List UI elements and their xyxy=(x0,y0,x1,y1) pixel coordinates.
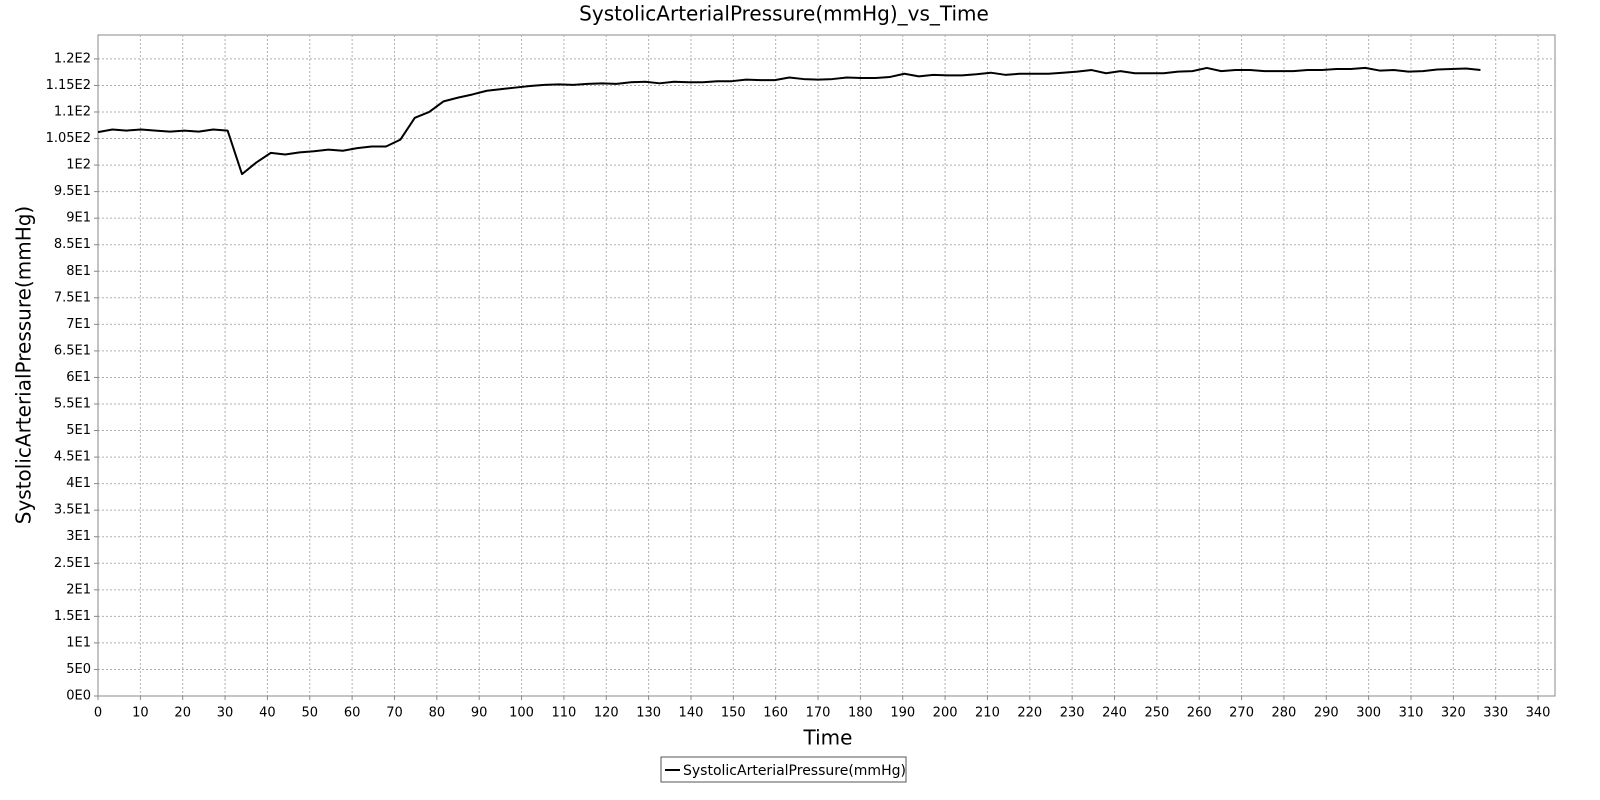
x-tick-label: 20 xyxy=(174,706,191,721)
y-tick-label: 1.05E2 xyxy=(46,131,91,146)
x-tick-label: 70 xyxy=(386,706,403,721)
x-tick-label: 320 xyxy=(1441,706,1466,721)
legend-box xyxy=(660,756,907,783)
y-tick-label: 6E1 xyxy=(66,370,91,385)
x-tick-label: 280 xyxy=(1272,706,1297,721)
y-tick-label: 2.5E1 xyxy=(54,556,91,571)
legend-label: SystolicArterialPressure(mmHg) xyxy=(683,763,906,779)
x-tick-label: 80 xyxy=(429,706,446,721)
chart-title: SystolicArterialPressure(mmHg)_vs_Time xyxy=(579,2,989,26)
y-tick-label: 3.5E1 xyxy=(54,503,91,518)
x-tick-label: 220 xyxy=(1017,706,1042,721)
y-tick-label: 6.5E1 xyxy=(54,343,91,358)
y-tick-label: 9.5E1 xyxy=(54,184,91,199)
x-tick-label: 30 xyxy=(217,706,234,721)
x-tick-label: 230 xyxy=(1060,706,1085,721)
x-tick-label: 210 xyxy=(975,706,1000,721)
x-tick-label: 130 xyxy=(636,706,661,721)
y-axis-label: SystolicArterialPressure(mmHg) xyxy=(12,206,36,525)
x-tick-label: 290 xyxy=(1314,706,1339,721)
y-tick-label: 3E1 xyxy=(66,529,91,544)
x-tick-label: 310 xyxy=(1399,706,1424,721)
x-tick-label: 10 xyxy=(132,706,149,721)
y-tick-label: 8.5E1 xyxy=(54,237,91,252)
x-tick-label: 330 xyxy=(1483,706,1508,721)
x-tick-label: 60 xyxy=(344,706,361,721)
y-tick-label: 2E1 xyxy=(66,582,91,597)
plot-area xyxy=(97,34,1556,697)
y-tick-label: 0E0 xyxy=(66,689,91,704)
x-tick-label: 240 xyxy=(1102,706,1127,721)
y-tick-label: 1.1E2 xyxy=(54,104,91,119)
y-tick-label: 5E1 xyxy=(66,423,91,438)
data-line xyxy=(97,66,1481,176)
x-tick-label: 200 xyxy=(933,706,958,721)
y-tick-label: 4E1 xyxy=(66,476,91,491)
x-tick-label: 160 xyxy=(763,706,788,721)
y-tick-label: 1E1 xyxy=(66,635,91,650)
x-tick-label: 40 xyxy=(259,706,276,721)
x-tick-label: 140 xyxy=(679,706,704,721)
y-tick-label: 4.5E1 xyxy=(54,450,91,465)
x-tick-label: 250 xyxy=(1144,706,1169,721)
y-tick-label: 8E1 xyxy=(66,264,91,279)
x-tick-label: 0 xyxy=(94,706,102,721)
y-tick-label: 7E1 xyxy=(66,317,91,332)
x-tick-label: 260 xyxy=(1187,706,1212,721)
y-tick-label: 1.2E2 xyxy=(54,51,91,66)
x-tick-label: 300 xyxy=(1356,706,1381,721)
x-tick-label: 190 xyxy=(890,706,915,721)
y-tick-label: 9E1 xyxy=(66,211,91,226)
y-tick-label: 7.5E1 xyxy=(54,290,91,305)
y-tick-label: 5E0 xyxy=(66,662,91,677)
x-tick-label: 90 xyxy=(471,706,488,721)
x-tick-label: 170 xyxy=(806,706,831,721)
y-tick-label: 1E2 xyxy=(66,158,91,173)
x-tick-label: 110 xyxy=(551,706,576,721)
y-tick-label: 1.5E1 xyxy=(54,609,91,624)
y-tick-label: 5.5E1 xyxy=(54,396,91,411)
x-tick-label: 120 xyxy=(594,706,619,721)
x-tick-label: 150 xyxy=(721,706,746,721)
x-axis-label: Time xyxy=(803,726,853,750)
x-tick-label: 180 xyxy=(848,706,873,721)
y-tick-label: 1.15E2 xyxy=(46,78,91,93)
x-tick-label: 270 xyxy=(1229,706,1254,721)
x-tick-label: 100 xyxy=(509,706,534,721)
x-tick-label: 50 xyxy=(301,706,318,721)
x-tick-label: 340 xyxy=(1526,706,1551,721)
